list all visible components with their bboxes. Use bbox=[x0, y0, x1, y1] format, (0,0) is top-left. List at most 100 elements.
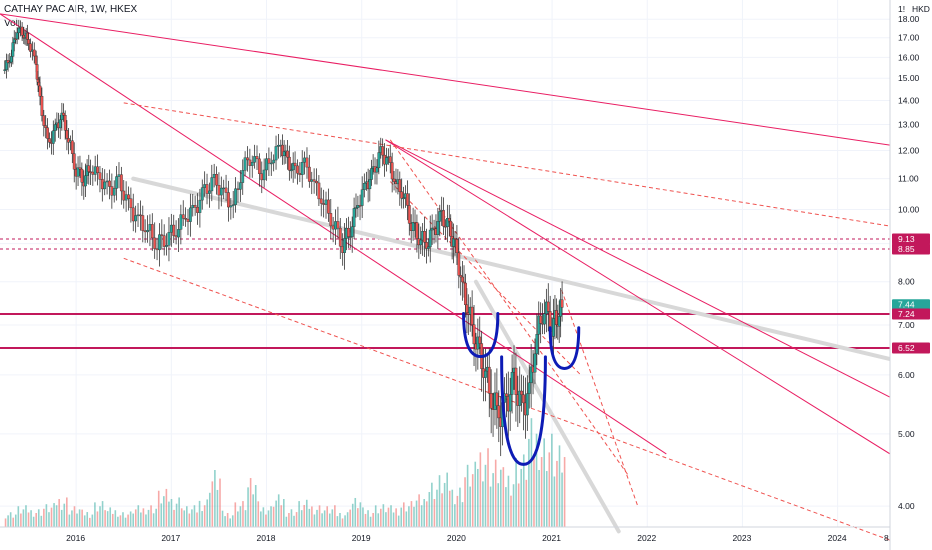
candle-body bbox=[459, 275, 463, 278]
volume-bar bbox=[543, 438, 545, 527]
candle-body bbox=[520, 390, 524, 395]
volume-bar bbox=[357, 508, 359, 527]
trendline[interactable] bbox=[385, 139, 891, 398]
trendline[interactable] bbox=[385, 139, 891, 455]
grey-trendlines bbox=[131, 176, 892, 534]
candle-body bbox=[78, 167, 82, 170]
drawn-arc-annotation[interactable] bbox=[500, 355, 547, 466]
volume-bar bbox=[346, 512, 349, 527]
volume-bar bbox=[293, 515, 295, 527]
candle-body bbox=[3, 69, 7, 71]
volume-bar bbox=[150, 505, 152, 527]
candle-body bbox=[407, 205, 411, 224]
volume-bar bbox=[492, 473, 494, 527]
volume-bar bbox=[157, 490, 160, 527]
volume-bar bbox=[448, 490, 451, 527]
candle-body bbox=[527, 382, 531, 394]
volume-bar bbox=[525, 479, 528, 527]
volume-bar bbox=[180, 508, 183, 527]
trendline[interactable] bbox=[123, 257, 891, 541]
candle-body bbox=[96, 166, 99, 173]
volume-bar bbox=[408, 506, 410, 527]
volume-bar bbox=[247, 487, 249, 527]
candle-body bbox=[38, 85, 42, 97]
candle-body bbox=[5, 60, 8, 70]
candle-body bbox=[406, 193, 409, 206]
candle-body bbox=[447, 218, 451, 222]
volume-bar bbox=[68, 514, 71, 527]
volume-bar bbox=[99, 506, 101, 527]
volume-bar bbox=[239, 506, 242, 527]
volume-bar bbox=[372, 513, 374, 527]
candle-body bbox=[346, 227, 350, 237]
drawn-arc-annotation[interactable] bbox=[548, 326, 581, 370]
volume-bar bbox=[63, 503, 66, 527]
volume-bar bbox=[275, 500, 277, 527]
trendline[interactable] bbox=[123, 102, 891, 227]
volume-bar bbox=[298, 501, 300, 527]
candle-body bbox=[217, 184, 221, 196]
volume-bar bbox=[155, 508, 157, 527]
candle-body bbox=[15, 32, 19, 40]
candle-body bbox=[129, 198, 133, 209]
volume-bar bbox=[216, 489, 219, 527]
candle-body bbox=[385, 157, 388, 165]
time-tick-label: 2016 bbox=[66, 533, 85, 543]
price-tag[interactable] bbox=[892, 233, 930, 245]
candle-body bbox=[174, 235, 178, 238]
volume-bar bbox=[254, 485, 257, 527]
candle-body bbox=[208, 190, 211, 194]
volume-bar bbox=[231, 515, 234, 527]
volume-bar bbox=[331, 509, 334, 527]
candle-body bbox=[143, 230, 147, 233]
candle-body bbox=[117, 174, 121, 177]
candle-body bbox=[300, 162, 304, 176]
volume-bar bbox=[561, 472, 563, 527]
candle-body bbox=[362, 183, 366, 190]
candle-body bbox=[219, 187, 223, 196]
price-tag[interactable] bbox=[892, 308, 930, 320]
price-tick-label: 15.00 bbox=[898, 73, 920, 83]
grey-trendline[interactable] bbox=[473, 279, 621, 534]
volume-bar bbox=[186, 506, 188, 527]
volume-bar bbox=[545, 471, 548, 527]
trendline[interactable] bbox=[389, 139, 629, 476]
candle-body bbox=[322, 203, 326, 205]
volume-bar bbox=[214, 470, 216, 527]
candle-body bbox=[298, 173, 302, 176]
price-axis: 4.005.006.007.008.009.0010.0011.0012.001… bbox=[889, 0, 932, 550]
candle-body bbox=[146, 230, 149, 233]
candle-body bbox=[552, 318, 555, 337]
trendline[interactable] bbox=[0, 13, 891, 146]
volume-bar bbox=[323, 510, 326, 527]
candle-body bbox=[461, 276, 465, 283]
candle-body bbox=[453, 237, 457, 240]
price-tag[interactable] bbox=[892, 243, 930, 255]
trendline[interactable] bbox=[561, 289, 639, 507]
volume-bar bbox=[48, 512, 50, 527]
volume-bar bbox=[318, 505, 321, 527]
candle-body bbox=[343, 238, 346, 253]
volume-bar bbox=[556, 460, 558, 527]
volume-bar bbox=[461, 502, 464, 527]
volume-bar bbox=[464, 477, 466, 527]
candle-body bbox=[188, 207, 192, 222]
candle-body bbox=[181, 214, 185, 219]
volume-bar bbox=[425, 501, 428, 527]
grey-trendline[interactable] bbox=[131, 176, 892, 362]
volume-bar bbox=[336, 516, 339, 527]
candle-body bbox=[205, 184, 209, 194]
candle-body bbox=[84, 175, 87, 187]
candle-body bbox=[150, 224, 154, 239]
price-tag[interactable] bbox=[892, 342, 930, 354]
price-tick-label: 17.00 bbox=[898, 33, 920, 43]
drawn-arc-annotation[interactable] bbox=[462, 311, 500, 358]
trendline[interactable] bbox=[389, 181, 581, 376]
volume-bar bbox=[459, 487, 461, 527]
candle-body bbox=[122, 190, 126, 201]
candle-body bbox=[253, 156, 257, 163]
price-tag-label: 9.13 bbox=[898, 234, 915, 244]
volume-bar bbox=[494, 459, 497, 527]
candle-body bbox=[257, 158, 261, 174]
